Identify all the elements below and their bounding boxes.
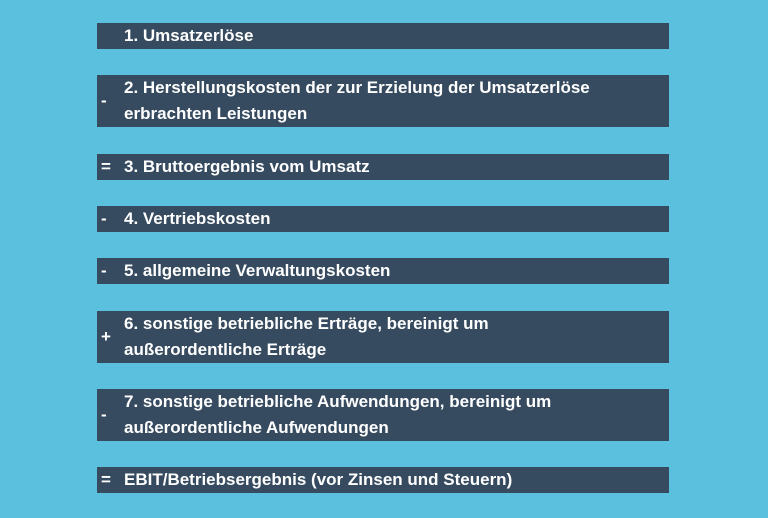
row-label: 3. Bruttoergebnis vom Umsatz bbox=[124, 154, 665, 180]
label-line: 5. allgemeine Verwaltungskosten bbox=[124, 261, 391, 280]
row-label: 2. Herstellungskosten der zur Erzielung … bbox=[124, 75, 665, 127]
row-label: 4. Vertriebskosten bbox=[124, 206, 665, 232]
operator: - bbox=[101, 261, 107, 280]
label-line: erbrachten Leistungen bbox=[124, 104, 308, 123]
label-line: außerordentliche Erträge bbox=[124, 340, 327, 359]
label-line: 7. sonstige betriebliche Aufwendungen, b… bbox=[124, 392, 552, 411]
row-label: EBIT/Betriebsergebnis (vor Zinsen und St… bbox=[124, 467, 665, 493]
operator: + bbox=[101, 327, 111, 346]
operator: - bbox=[101, 405, 107, 424]
scheme-row: = 3. Bruttoergebnis vom Umsatz bbox=[97, 154, 669, 180]
label-line: EBIT/Betriebsergebnis (vor Zinsen und St… bbox=[124, 470, 513, 489]
scheme-row: -5. allgemeine Verwaltungskosten bbox=[97, 258, 669, 284]
scheme-row: -4. Vertriebskosten bbox=[97, 206, 669, 232]
label-line: 4. Vertriebskosten bbox=[124, 209, 271, 228]
label-line: 1. Umsatzerlöse bbox=[124, 26, 254, 45]
scheme-row: = EBIT/Betriebsergebnis (vor Zinsen und S… bbox=[97, 467, 669, 493]
label-line: 3. Bruttoergebnis vom Umsatz bbox=[124, 157, 370, 176]
scheme-row: -7. sonstige betriebliche Aufwendungen, … bbox=[97, 389, 669, 441]
row-label: 6. sonstige betriebliche Erträge, berein… bbox=[124, 311, 665, 363]
row-label: 5. allgemeine Verwaltungskosten bbox=[124, 258, 665, 284]
operator: - bbox=[101, 91, 107, 110]
scheme-row: -2. Herstellungskosten der zur Erzielung… bbox=[97, 75, 669, 127]
row-label: 1. Umsatzerlöse bbox=[124, 23, 665, 49]
label-line: 2. Herstellungskosten der zur Erzielung … bbox=[124, 78, 590, 97]
operator: = bbox=[101, 157, 111, 176]
operator: - bbox=[101, 209, 107, 228]
row-label: 7. sonstige betriebliche Aufwendungen, b… bbox=[124, 389, 665, 441]
scheme-row: 1. Umsatzerlöse bbox=[97, 23, 669, 49]
operator: = bbox=[101, 470, 111, 489]
label-line: 6. sonstige betriebliche Erträge, berein… bbox=[124, 314, 489, 333]
scheme-row: +6. sonstige betriebliche Erträge, berei… bbox=[97, 311, 669, 363]
label-line: außerordentliche Aufwendungen bbox=[124, 418, 389, 437]
